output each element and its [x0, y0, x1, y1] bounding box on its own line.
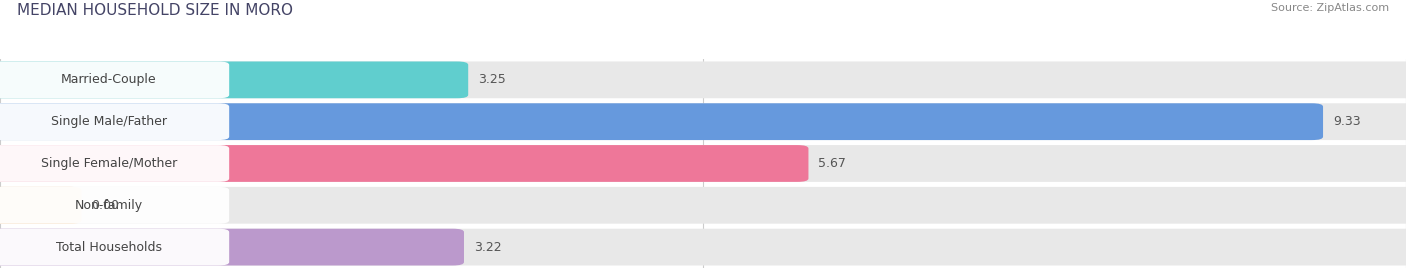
- FancyBboxPatch shape: [0, 187, 229, 224]
- FancyBboxPatch shape: [0, 145, 808, 182]
- FancyBboxPatch shape: [0, 61, 1406, 98]
- FancyBboxPatch shape: [0, 61, 468, 98]
- FancyBboxPatch shape: [0, 103, 1323, 140]
- FancyBboxPatch shape: [0, 229, 229, 266]
- Text: MEDIAN HOUSEHOLD SIZE IN MORO: MEDIAN HOUSEHOLD SIZE IN MORO: [17, 3, 292, 18]
- FancyBboxPatch shape: [0, 229, 1406, 266]
- Text: Source: ZipAtlas.com: Source: ZipAtlas.com: [1271, 3, 1389, 13]
- FancyBboxPatch shape: [0, 145, 229, 182]
- Text: Non-family: Non-family: [75, 199, 143, 212]
- FancyBboxPatch shape: [0, 187, 82, 224]
- Text: 9.33: 9.33: [1333, 115, 1361, 128]
- FancyBboxPatch shape: [0, 103, 1406, 140]
- FancyBboxPatch shape: [0, 145, 1406, 182]
- Text: Single Male/Father: Single Male/Father: [51, 115, 167, 128]
- FancyBboxPatch shape: [0, 229, 464, 266]
- FancyBboxPatch shape: [0, 103, 229, 140]
- Text: 0.00: 0.00: [91, 199, 120, 212]
- Text: Total Households: Total Households: [56, 241, 162, 254]
- FancyBboxPatch shape: [0, 61, 229, 98]
- Text: 3.25: 3.25: [478, 73, 506, 86]
- Text: 5.67: 5.67: [818, 157, 846, 170]
- Text: 3.22: 3.22: [474, 241, 502, 254]
- Text: Single Female/Mother: Single Female/Mother: [41, 157, 177, 170]
- Text: Married-Couple: Married-Couple: [60, 73, 157, 86]
- FancyBboxPatch shape: [0, 187, 1406, 224]
